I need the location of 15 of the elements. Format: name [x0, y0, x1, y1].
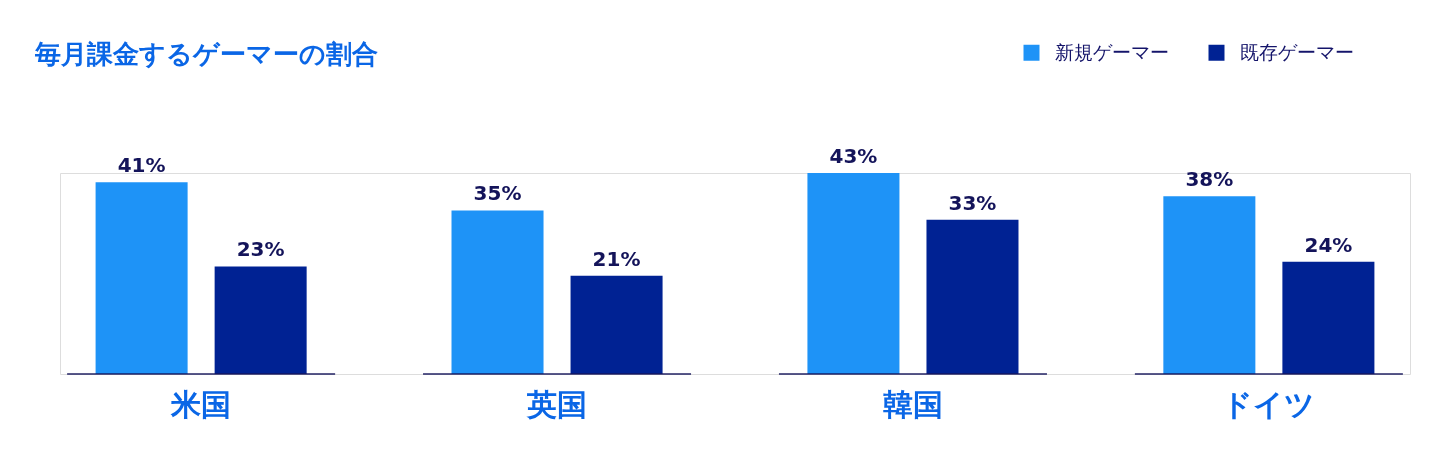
data-label: 21%: [592, 246, 641, 271]
data-label: 38%: [1185, 167, 1234, 192]
data-label: 33%: [948, 190, 997, 215]
x-tick-label: 米国: [170, 386, 232, 422]
data-label: 35%: [473, 181, 522, 206]
chart-title: 毎月課金するゲーマーの割合: [34, 39, 378, 69]
legend-label: 新規ゲーマー: [1055, 40, 1169, 63]
legend-label: 既存ゲーマー: [1240, 40, 1354, 63]
data-label: 43%: [829, 144, 878, 168]
x-tick-label: 英国: [526, 386, 588, 422]
data-label: 24%: [1304, 232, 1353, 257]
x-tick-label: 韓国: [882, 386, 943, 422]
data-label: 41%: [117, 153, 166, 178]
data-label: 23%: [236, 237, 285, 262]
x-tick-label: ドイツ: [1222, 386, 1316, 422]
